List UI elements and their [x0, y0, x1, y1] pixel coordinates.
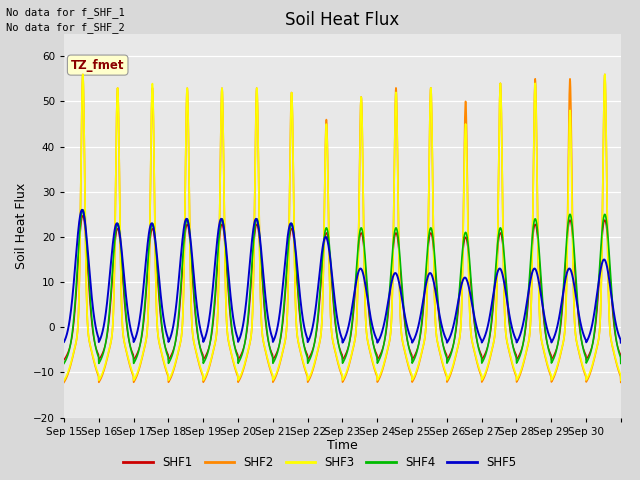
SHF3 — [236, 374, 244, 380]
SHF3 — [376, 373, 383, 379]
SHF3 — [116, 188, 124, 193]
SHF2 — [617, 379, 625, 385]
SHF1 — [609, 314, 617, 320]
Text: No data for f_SHF_1: No data for f_SHF_1 — [6, 7, 125, 18]
SHF2 — [601, 72, 609, 77]
Line: SHF5: SHF5 — [64, 210, 621, 343]
SHF4 — [60, 360, 68, 366]
SHF3 — [601, 72, 609, 77]
SHF4 — [236, 357, 244, 362]
SHF2 — [541, 355, 549, 360]
SHF5 — [443, 340, 451, 346]
SHF3 — [609, 346, 617, 351]
SHF5 — [60, 339, 68, 345]
SHF2 — [510, 367, 518, 373]
SHF5 — [542, 321, 550, 326]
SHF4 — [376, 355, 384, 361]
SHF3 — [541, 353, 549, 359]
SHF5 — [511, 333, 518, 339]
Y-axis label: Soil Heat Flux: Soil Heat Flux — [15, 182, 28, 269]
SHF5 — [376, 335, 384, 340]
SHF1 — [510, 347, 518, 353]
X-axis label: Time: Time — [327, 439, 358, 453]
SHF4 — [542, 330, 550, 336]
Text: TZ_fmet: TZ_fmet — [71, 59, 124, 72]
SHF5 — [617, 340, 625, 346]
Line: SHF3: SHF3 — [64, 74, 621, 380]
SHF1 — [376, 352, 384, 358]
SHF4 — [617, 360, 625, 366]
SHF4 — [116, 231, 124, 237]
Text: No data for f_SHF_2: No data for f_SHF_2 — [6, 22, 125, 33]
SHF4 — [79, 207, 86, 213]
SHF1 — [236, 354, 244, 360]
SHF4 — [609, 308, 617, 313]
SHF2 — [236, 376, 244, 382]
SHF5 — [78, 207, 86, 213]
SHF1 — [617, 357, 625, 363]
Line: SHF2: SHF2 — [64, 74, 621, 382]
SHF1 — [542, 332, 550, 338]
SHF1 — [60, 357, 68, 363]
SHF3 — [510, 366, 518, 372]
Legend: SHF1, SHF2, SHF3, SHF4, SHF5: SHF1, SHF2, SHF3, SHF4, SHF5 — [119, 452, 521, 474]
SHF2 — [60, 379, 68, 385]
SHF1 — [116, 238, 124, 243]
Line: SHF4: SHF4 — [64, 210, 621, 363]
SHF2 — [609, 347, 617, 352]
SHF2 — [376, 375, 383, 381]
SHF5 — [609, 306, 617, 312]
Line: SHF1: SHF1 — [64, 216, 621, 360]
SHF3 — [617, 377, 625, 383]
SHF5 — [116, 232, 124, 238]
SHF4 — [510, 348, 518, 354]
Title: Soil Heat Flux: Soil Heat Flux — [285, 11, 399, 29]
SHF5 — [236, 335, 244, 340]
SHF3 — [60, 377, 68, 383]
SHF2 — [116, 188, 124, 193]
SHF1 — [79, 213, 86, 218]
